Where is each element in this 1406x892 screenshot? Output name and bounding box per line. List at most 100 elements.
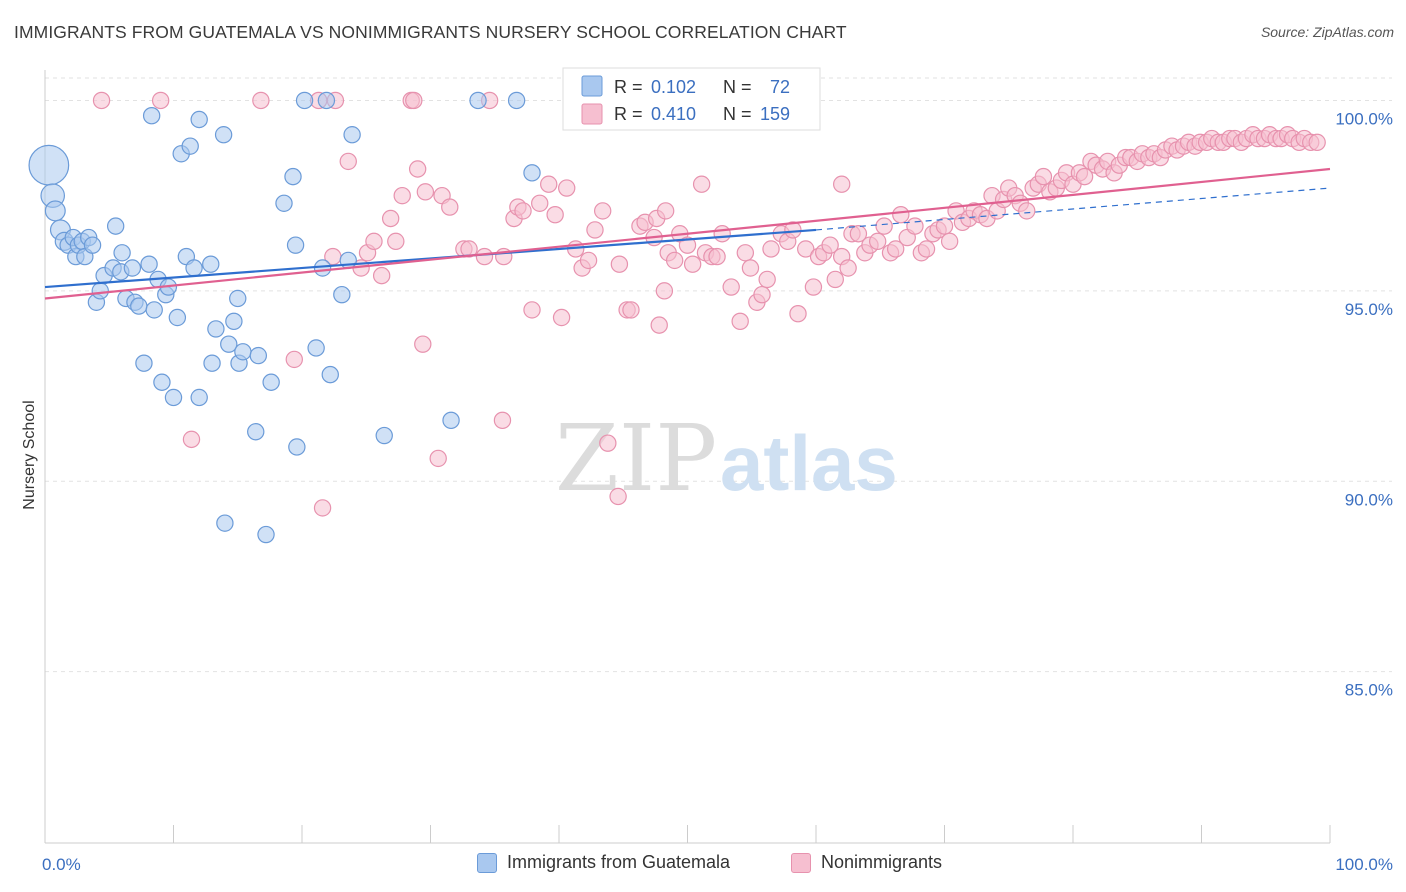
nonimmigrant-point-96 — [906, 217, 924, 235]
legend-r-label-2: R = — [614, 104, 643, 124]
nonimmigrant-point-46 — [609, 487, 627, 506]
guatemala-point-27 — [145, 301, 163, 319]
guatemala-point-52 — [275, 194, 293, 212]
x-tick-label-0: 0.0% — [42, 855, 81, 874]
nonimmigrant-point-55 — [655, 282, 674, 300]
nonimmigrant-point-2 — [182, 430, 201, 449]
guatemala-point-66 — [469, 91, 487, 110]
nonimmigrant-point-43 — [586, 221, 604, 239]
guatemala-point-23 — [130, 297, 148, 315]
nonimmigrant-point-33 — [514, 202, 532, 220]
legend-r-label-1: R = — [614, 77, 643, 97]
nonimmigrant-point-77 — [789, 305, 807, 323]
guatemala-point-59 — [317, 91, 336, 110]
guatemala-point-68 — [523, 164, 541, 182]
legend-label-guatemala: Immigrants from Guatemala — [507, 852, 731, 872]
guatemala-point-32 — [164, 388, 183, 407]
watermark-zip: ZIP — [555, 405, 717, 512]
guatemala-point-50 — [257, 525, 275, 544]
nonimmigrant-point-14 — [381, 209, 400, 228]
guatemala-point-44 — [225, 312, 243, 331]
nonimmigrant-point-22 — [429, 449, 447, 468]
nonimmigrant-point-61 — [692, 175, 711, 193]
nonimmigrant-point-167 — [656, 202, 675, 220]
nonimmigrant-point-93 — [886, 240, 905, 258]
chart-title: IMMIGRANTS FROM GUATEMALA VS NONIMMIGRAN… — [14, 22, 847, 42]
nonimmigrant-point-27 — [475, 247, 494, 266]
nonimmigrant-point-67 — [731, 312, 749, 331]
guatemala-point-56 — [295, 91, 314, 110]
nonimmigrant-point-19 — [408, 160, 427, 178]
nonimmigrant-point-45 — [599, 434, 617, 452]
y-tick-label-2: 90.0% — [1345, 490, 1393, 509]
guatemala-point-2 — [44, 200, 66, 222]
guatemala-point-53 — [284, 167, 302, 186]
nonimmigrant-point-49 — [622, 301, 640, 319]
nonimmigrant-point-94 — [892, 205, 910, 224]
guatemala-point-43 — [220, 335, 238, 353]
watermark: ZIP atlas — [555, 405, 898, 512]
nonimmigrant-point-1 — [151, 91, 170, 110]
nonimmigrant-point-54 — [650, 316, 668, 334]
guatemala-point-12 — [83, 236, 102, 254]
nonimmigrant-point-101 — [935, 217, 954, 235]
nonimmigrant-point-83 — [826, 270, 844, 289]
guatemala-point-54 — [286, 236, 305, 254]
nonimmigrant-point-65 — [713, 225, 731, 243]
nonimmigrant-point-35 — [531, 194, 549, 212]
nonimmigrant-point-26 — [460, 240, 478, 258]
nonimmigrant-point-71 — [753, 285, 771, 304]
guatemala-point-70 — [216, 514, 234, 532]
nonimmigrant-point-60 — [683, 255, 702, 273]
watermark-atlas: atlas — [720, 419, 898, 507]
guatemala-point-29 — [153, 373, 171, 391]
legend-item-nonimmigrants: Nonimmigrants — [791, 852, 942, 873]
nonimmigrant-point-36 — [540, 175, 558, 193]
nonimmigrant-point-42 — [579, 251, 598, 270]
nonimmigrant-point-85 — [839, 259, 857, 277]
guatemala-point-65 — [442, 411, 460, 430]
nonimmigrants-points — [92, 91, 1326, 517]
legend-n-value-2: 159 — [760, 104, 790, 124]
nonimmigrant-point-64 — [708, 247, 726, 266]
source-label: Source: ZipAtlas.com — [1260, 24, 1394, 40]
guatemala-point-0 — [28, 144, 70, 186]
nonimmigrant-point-91 — [875, 217, 893, 235]
guatemala-point-14 — [91, 282, 109, 300]
nonimmigrant-point-165 — [1308, 133, 1326, 152]
guatemala-point-60 — [321, 365, 339, 384]
nonimmigrant-point-44 — [593, 202, 612, 220]
guatemala-point-47 — [234, 343, 252, 361]
guatemala-point-36 — [181, 137, 199, 155]
nonimmigrant-point-90 — [868, 232, 887, 251]
y-tick-label-0: 100.0% — [1335, 109, 1393, 128]
nonimmigrant-point-12 — [365, 232, 383, 251]
guatemala-point-58 — [313, 259, 332, 277]
guatemala-trend-extension — [815, 187, 1331, 231]
nonimmigrant-point-118 — [1034, 167, 1053, 186]
guatemala-point-71 — [190, 388, 208, 407]
y-tick-label-1: 95.0% — [1345, 300, 1393, 319]
legend-n-label-2: N = — [723, 104, 752, 124]
nonimmigrant-point-21 — [416, 183, 435, 201]
guatemala-point-55 — [288, 438, 306, 456]
guatemala-point-49 — [247, 423, 265, 441]
nonimmigrant-point-13 — [372, 266, 391, 285]
legend-n-value-1: 72 — [770, 77, 790, 97]
nonimmigrant-point-72 — [758, 270, 776, 289]
nonimmigrant-point-39 — [558, 179, 576, 197]
y-axis-title: Nursery School — [21, 400, 38, 509]
nonimmigrant-point-125 — [1075, 167, 1094, 186]
nonimmigrant-point-79 — [804, 278, 823, 296]
nonimmigrant-point-66 — [722, 278, 740, 296]
guatemala-point-39 — [202, 255, 220, 273]
nonimmigrant-point-38 — [552, 308, 571, 327]
nonimmigrant-point-69 — [741, 259, 760, 277]
nonimmigrant-point-115 — [1018, 202, 1036, 220]
legend-swatch-blue — [477, 852, 497, 873]
guatemala-point-38 — [190, 110, 208, 129]
nonimmigrant-point-15 — [387, 232, 405, 251]
nonimmigrant-point-29 — [493, 411, 512, 430]
guatemala-point-33 — [168, 308, 187, 327]
